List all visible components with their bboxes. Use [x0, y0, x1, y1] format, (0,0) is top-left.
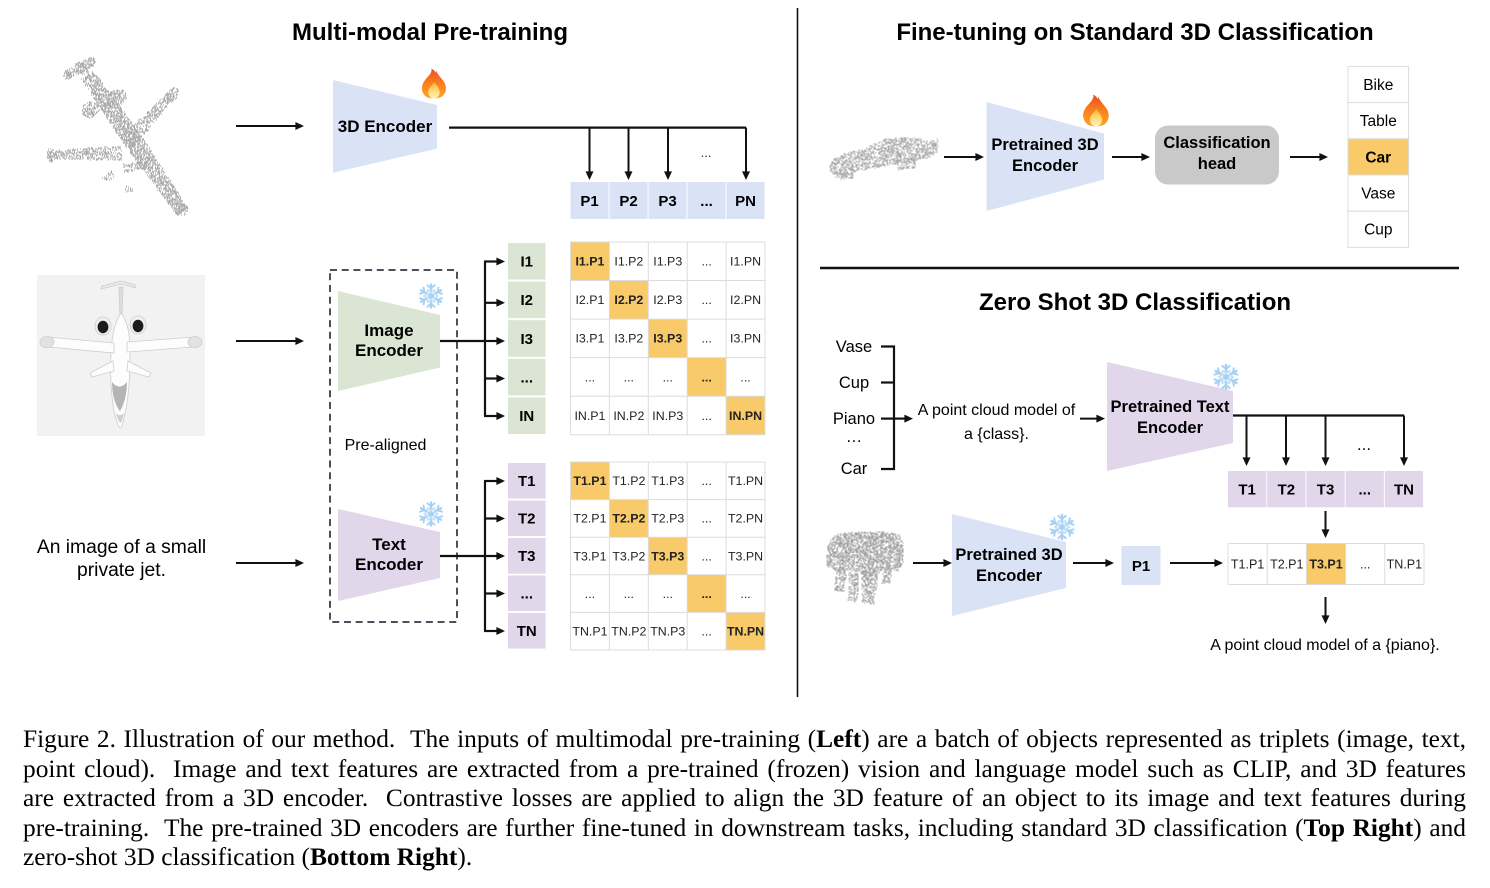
- svg-text:...: ...: [701, 549, 711, 563]
- svg-text:T1.P1: T1.P1: [1231, 557, 1264, 571]
- svg-text:T2.PN: T2.PN: [728, 512, 763, 526]
- svg-text:...: ...: [701, 512, 711, 526]
- svg-text:...: ...: [701, 370, 711, 384]
- svg-text:I1.P2: I1.P2: [614, 255, 643, 269]
- svg-text:PN: PN: [735, 193, 756, 210]
- svg-text:I2: I2: [520, 292, 533, 309]
- svg-text:...: ...: [663, 370, 673, 384]
- svg-text:T3.PN: T3.PN: [728, 549, 763, 563]
- svg-text:...: ...: [520, 586, 533, 603]
- svg-text:T2.P1: T2.P1: [573, 512, 606, 526]
- svg-text:TN.PN: TN.PN: [727, 625, 764, 639]
- svg-text:Bike: Bike: [1363, 77, 1393, 94]
- svg-text:...: ...: [624, 587, 634, 601]
- svg-text:...: ...: [701, 293, 711, 307]
- svg-text:P2: P2: [619, 193, 637, 210]
- svg-text:P3: P3: [658, 193, 676, 210]
- svg-text:I3.P3: I3.P3: [653, 332, 682, 346]
- svg-text:IN: IN: [519, 408, 534, 425]
- svg-text:...: ...: [701, 625, 711, 639]
- svg-text:...: ...: [701, 474, 711, 488]
- svg-text:I2.P2: I2.P2: [614, 293, 643, 307]
- svg-text:IN.P2: IN.P2: [613, 409, 644, 423]
- svg-text:T2.P3: T2.P3: [651, 512, 684, 526]
- svg-text:TN.P3: TN.P3: [650, 625, 685, 639]
- svg-text:...: ...: [740, 370, 750, 384]
- svg-text:...: ...: [520, 369, 533, 386]
- svg-text:T1.P1: T1.P1: [573, 474, 606, 488]
- svg-text:T3: T3: [1317, 481, 1335, 498]
- svg-text:T3.P1: T3.P1: [573, 549, 606, 563]
- svg-text:T3.P3: T3.P3: [651, 549, 684, 563]
- svg-text:IN.P1: IN.P1: [574, 409, 605, 423]
- svg-text:TN.P2: TN.P2: [611, 625, 646, 639]
- svg-text:I2.P3: I2.P3: [653, 293, 682, 307]
- svg-text:I3.P1: I3.P1: [575, 332, 604, 346]
- svg-text:I1.PN: I1.PN: [730, 255, 761, 269]
- svg-text:T1.P3: T1.P3: [651, 474, 684, 488]
- svg-text:I1.P3: I1.P3: [653, 255, 682, 269]
- svg-text:IN.P3: IN.P3: [652, 409, 683, 423]
- svg-text:...: ...: [700, 193, 713, 210]
- svg-text:TN.P1: TN.P1: [572, 625, 607, 639]
- svg-text:...: ...: [663, 587, 673, 601]
- svg-text:I3.PN: I3.PN: [730, 332, 761, 346]
- svg-text:T1.PN: T1.PN: [728, 474, 763, 488]
- svg-text:...: ...: [701, 145, 712, 160]
- svg-text:P1: P1: [1132, 558, 1150, 575]
- svg-text:...: ...: [701, 332, 711, 346]
- svg-text:...: ...: [740, 587, 750, 601]
- svg-text:I2.PN: I2.PN: [730, 293, 761, 307]
- svg-text:I3: I3: [520, 331, 533, 348]
- svg-text:I1: I1: [520, 254, 533, 271]
- svg-text:T2: T2: [518, 511, 536, 528]
- svg-text:IN.PN: IN.PN: [729, 409, 762, 423]
- svg-text:Car: Car: [1365, 149, 1391, 166]
- svg-text:P1: P1: [580, 193, 598, 210]
- svg-text:...: ...: [701, 255, 711, 269]
- svg-text:I3.P2: I3.P2: [614, 332, 643, 346]
- svg-text:Vase: Vase: [1361, 186, 1395, 203]
- svg-text:T2.P2: T2.P2: [612, 512, 645, 526]
- svg-text:...: ...: [701, 409, 711, 423]
- svg-text:...: ...: [585, 587, 595, 601]
- svg-text:T3.P2: T3.P2: [612, 549, 645, 563]
- svg-text:...: ...: [1360, 557, 1370, 571]
- svg-text:I2.P1: I2.P1: [575, 293, 604, 307]
- svg-text:T3: T3: [518, 548, 536, 565]
- svg-text:TN: TN: [1394, 481, 1414, 498]
- svg-text:Cup: Cup: [1364, 222, 1392, 239]
- svg-text:...: ...: [585, 370, 595, 384]
- svg-text:I1.P1: I1.P1: [575, 255, 604, 269]
- svg-text:...: ...: [624, 370, 634, 384]
- svg-text:Table: Table: [1360, 113, 1397, 130]
- svg-text:T3.P1: T3.P1: [1309, 557, 1342, 571]
- svg-text:T2: T2: [1278, 481, 1296, 498]
- svg-text:...: ...: [1357, 435, 1371, 454]
- svg-text:T1: T1: [518, 473, 536, 490]
- svg-text:...: ...: [1358, 481, 1371, 498]
- svg-text:T1.P2: T1.P2: [612, 474, 645, 488]
- svg-text:T2.P1: T2.P1: [1270, 557, 1303, 571]
- svg-text:TN: TN: [517, 623, 537, 640]
- svg-text:T1: T1: [1238, 481, 1256, 498]
- svg-text:...: ...: [701, 587, 711, 601]
- svg-text:TN.P1: TN.P1: [1387, 557, 1422, 571]
